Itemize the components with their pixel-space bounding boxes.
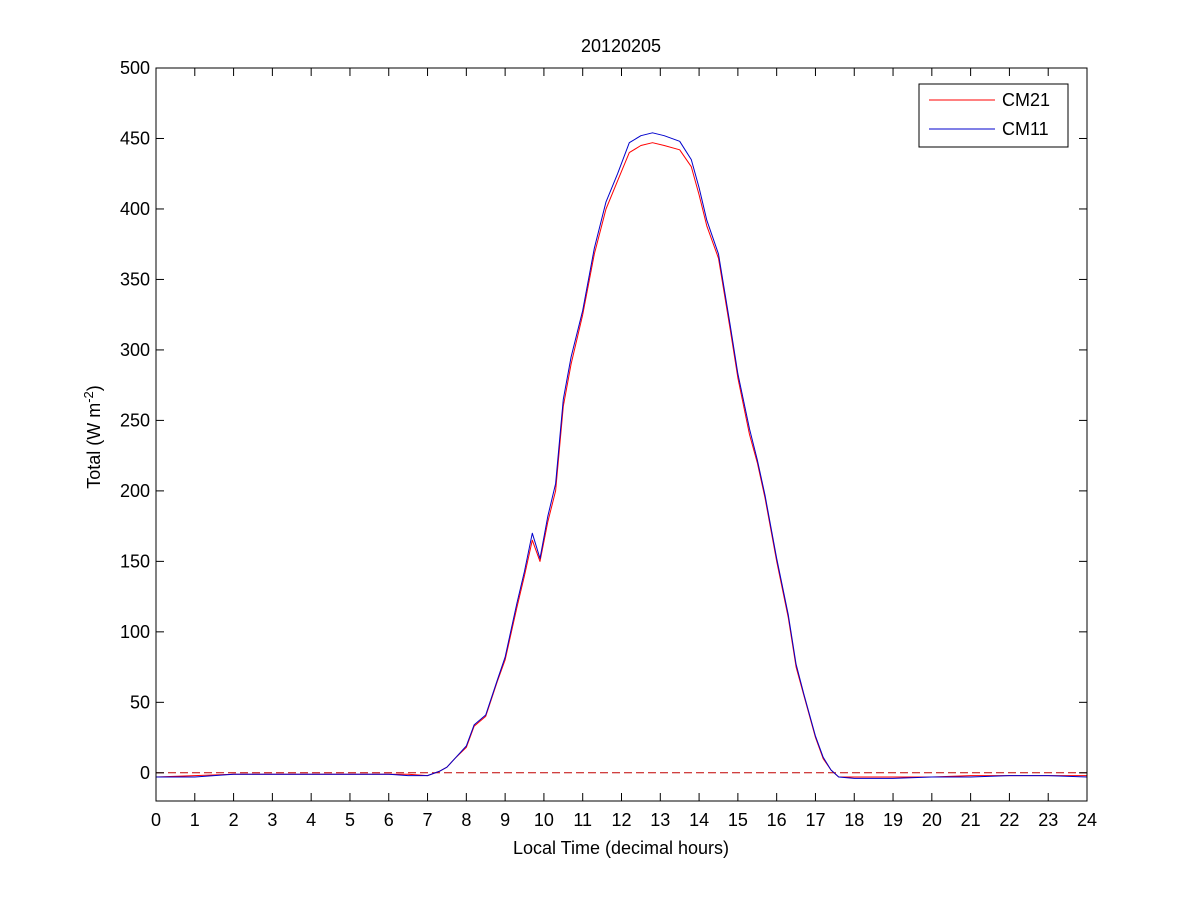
- y-tick-label: 200: [120, 481, 150, 501]
- y-tick-label: 100: [120, 622, 150, 642]
- x-tick-label: 15: [728, 810, 748, 830]
- x-tick-label: 18: [844, 810, 864, 830]
- x-tick-label: 17: [805, 810, 825, 830]
- y-axis-label-main: Total (W m: [84, 403, 104, 489]
- y-tick-label: 250: [120, 410, 150, 430]
- x-tick-label: 8: [461, 810, 471, 830]
- legend: CM21 CM11: [918, 83, 1069, 148]
- y-tick-label: 400: [120, 199, 150, 219]
- series-line-cm11: [156, 132, 1088, 779]
- x-axis-label: Local Time (decimal hours): [513, 838, 729, 858]
- x-tick-label: 6: [384, 810, 394, 830]
- x-tick-label: 23: [1038, 810, 1058, 830]
- y-tick-label: 0: [140, 763, 150, 783]
- x-tick-label: 9: [500, 810, 510, 830]
- y-tick-label: 450: [120, 128, 150, 148]
- x-tick-label: 3: [267, 810, 277, 830]
- x-tick-label: 16: [767, 810, 787, 830]
- x-tick-label: 24: [1077, 810, 1097, 830]
- y-tick-label: 50: [130, 692, 150, 712]
- x-tick-label: 0: [151, 810, 161, 830]
- y-tick-label: 350: [120, 269, 150, 289]
- y-axis-label-superscript: -2: [81, 391, 96, 403]
- x-tick-label: 22: [999, 810, 1019, 830]
- x-tick-label: 19: [883, 810, 903, 830]
- x-tick-label: 1: [190, 810, 200, 830]
- legend-box: [918, 83, 1069, 148]
- x-tick-label: 4: [306, 810, 316, 830]
- legend-label-cm11: CM11: [1002, 119, 1049, 139]
- chart-title: 20120205: [581, 36, 661, 56]
- y-axis-label: Total (W m-2): [81, 385, 105, 489]
- x-tick-label: 14: [689, 810, 709, 830]
- x-tick-label: 12: [611, 810, 631, 830]
- y-tick-label: 300: [120, 340, 150, 360]
- x-tick-label: 7: [423, 810, 433, 830]
- x-tick-label: 11: [573, 810, 592, 830]
- legend-label-cm21: CM21: [1002, 90, 1050, 110]
- x-tick-label: 21: [961, 810, 981, 830]
- x-tick-label: 20: [922, 810, 942, 830]
- y-tick-label: 500: [120, 58, 150, 78]
- x-tick-label: 13: [650, 810, 670, 830]
- y-tick-label: 150: [120, 551, 150, 571]
- x-tick-label: 2: [229, 810, 239, 830]
- y-axis-label-close: ): [84, 385, 104, 391]
- x-tick-label: 10: [534, 810, 554, 830]
- x-tick-label: 5: [345, 810, 355, 830]
- axis-ticks: 0 1 2 3 4 5 6 7 8 9 10 11 12 13 14 15 16 17 18 19 20 21 22 23 24…: [120, 58, 1097, 830]
